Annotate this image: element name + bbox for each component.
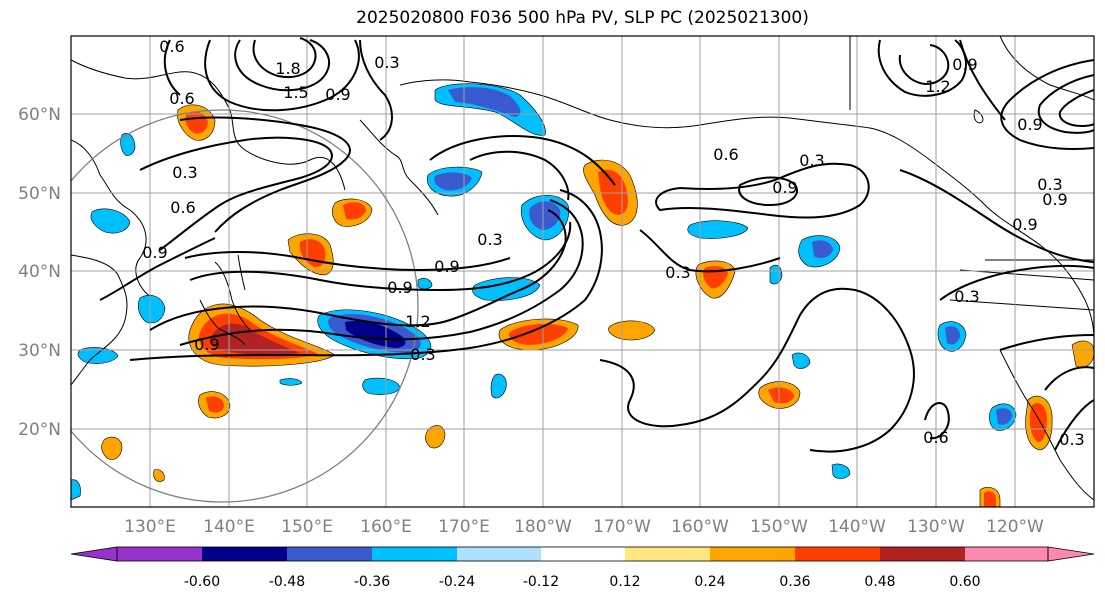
contour-label: 0.9 xyxy=(325,85,350,104)
lat-label: 50°N xyxy=(18,184,61,204)
contour-label: 1.2 xyxy=(925,77,950,96)
contour-label: 0.9 xyxy=(142,243,167,262)
contour-label: 1.8 xyxy=(275,59,300,78)
contour-label: 0.3 xyxy=(665,263,690,282)
contour-label: 0.3 xyxy=(954,287,979,306)
lon-label: 130°W xyxy=(907,517,965,537)
colorbar-segment xyxy=(287,547,372,561)
contour-label-group: 0.6 1.8 1.5 0.3 0.6 0.3 0.6 0.9 0.9 1.2 … xyxy=(142,37,1084,449)
colorbar-segment xyxy=(202,547,287,561)
colorbar-segment xyxy=(795,547,880,561)
colorbar-segment xyxy=(965,547,1048,561)
contour-label: 0.9 xyxy=(387,278,412,297)
contour-label: 0.9 xyxy=(1012,215,1037,234)
chart-title: 2025020800 F036 500 hPa PV, SLP PC (2025… xyxy=(356,8,809,28)
colorbar-extend-low xyxy=(70,546,118,562)
colorbar-segment xyxy=(625,547,710,561)
contour-label: 0.6 xyxy=(159,37,184,56)
colorbar: -0.60 -0.48 -0.36 -0.24 -0.12 0.12 0.24 … xyxy=(70,546,1095,590)
colorbar-tick: 0.24 xyxy=(694,574,725,590)
radius-circle xyxy=(71,109,419,503)
contour-label: 0.3 xyxy=(410,345,435,364)
colorbar-tick: -0.12 xyxy=(523,574,559,590)
contour-label: 0.9 xyxy=(194,335,219,354)
contour-label: 0.9 xyxy=(952,55,977,74)
contour-label: 0.3 xyxy=(1037,175,1062,194)
contour-label: 0.6 xyxy=(170,198,195,217)
colorbar-tick: 0.12 xyxy=(609,574,640,590)
colorbar-tick: 0.36 xyxy=(779,574,810,590)
colorbar-segment xyxy=(372,547,457,561)
contour-label: 0.6 xyxy=(713,145,738,164)
lon-label: 170°E xyxy=(438,517,490,537)
lat-label: 40°N xyxy=(18,262,61,282)
graticule xyxy=(71,36,1094,507)
contour-label: 1.2 xyxy=(405,312,430,331)
colorbar-tick: 0.60 xyxy=(949,574,980,590)
lon-label: 120°W xyxy=(986,517,1044,537)
contour-label: 0.3 xyxy=(477,230,502,249)
contour-label: 0.6 xyxy=(923,428,948,447)
slp-contours xyxy=(99,37,1094,453)
lon-label: 170°W xyxy=(593,517,651,537)
lon-label: 140°W xyxy=(828,517,886,537)
lon-label: 160°E xyxy=(360,517,412,537)
contour-label: 0.3 xyxy=(374,53,399,72)
contour-label: 0.9 xyxy=(434,257,459,276)
colorbar-segment xyxy=(880,547,965,561)
coastlines xyxy=(71,36,1094,501)
colorbar-segment xyxy=(710,547,795,561)
colorbar-segment xyxy=(541,547,625,561)
colorbar-segment xyxy=(457,547,541,561)
lon-label: 180°W xyxy=(514,517,572,537)
colorbar-ticks: -0.60 -0.48 -0.36 -0.24 -0.12 0.12 0.24 … xyxy=(184,574,981,590)
lon-label: 150°W xyxy=(750,517,808,537)
colorbar-tick: -0.36 xyxy=(354,574,390,590)
contour-label: 0.3 xyxy=(1059,430,1084,449)
lon-label: 150°E xyxy=(281,517,333,537)
colorbar-tick: 0.48 xyxy=(864,574,895,590)
contour-label: 0.6 xyxy=(169,89,194,108)
contour-label: 0.9 xyxy=(772,178,797,197)
contour-label: 1.5 xyxy=(283,83,308,102)
colorbar-tick: -0.24 xyxy=(439,574,475,590)
lon-labels: 130°E 140°E 150°E 160°E 170°E 180°W 170°… xyxy=(124,517,1044,537)
lat-label: 60°N xyxy=(18,105,61,125)
map-frame xyxy=(70,35,1095,508)
lon-label: 130°E xyxy=(124,517,176,537)
lat-labels: 60°N 50°N 40°N 30°N 20°N xyxy=(18,105,61,440)
contour-label: 0.9 xyxy=(1017,115,1042,134)
contour-label: 0.3 xyxy=(799,151,824,170)
colorbar-extend-high xyxy=(1047,546,1095,562)
colorbar-segment xyxy=(117,547,202,561)
lon-label: 160°W xyxy=(671,517,729,537)
contour-label: 0.3 xyxy=(172,163,197,182)
lat-label: 20°N xyxy=(18,420,61,440)
colorbar-tick: -0.60 xyxy=(184,574,220,590)
colorbar-tick: -0.48 xyxy=(269,574,305,590)
lat-label: 30°N xyxy=(18,341,61,361)
contour-label: 0.9 xyxy=(1042,190,1067,209)
lon-label: 140°E xyxy=(203,517,255,537)
